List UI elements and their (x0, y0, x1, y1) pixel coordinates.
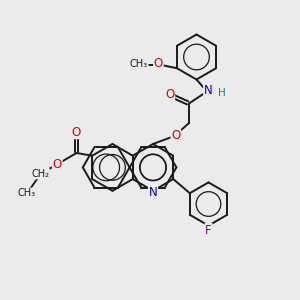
Text: O: O (165, 88, 174, 101)
Text: F: F (205, 224, 212, 237)
Text: CH₃: CH₃ (18, 188, 36, 198)
Text: H: H (218, 88, 225, 98)
Text: N: N (148, 185, 158, 199)
Text: O: O (71, 125, 80, 139)
Text: O: O (171, 129, 180, 142)
Text: O: O (154, 57, 163, 70)
Text: CH₂: CH₂ (31, 169, 49, 179)
Text: N: N (204, 84, 213, 98)
Text: CH₃: CH₃ (130, 58, 148, 69)
Text: O: O (53, 158, 62, 171)
